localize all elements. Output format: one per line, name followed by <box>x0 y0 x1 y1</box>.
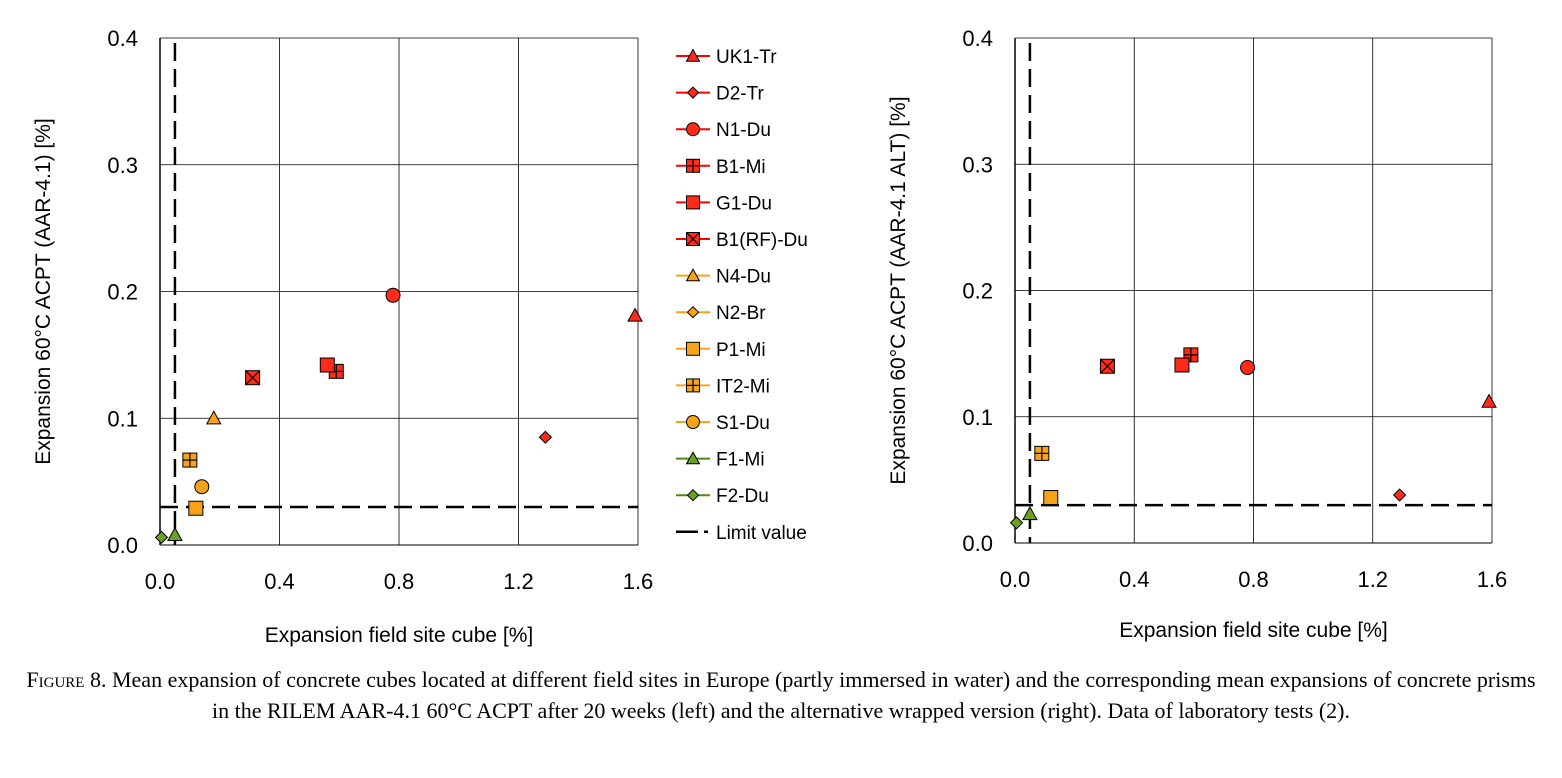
data-point-n1-du <box>1240 360 1256 376</box>
x-tick-label: 0.8 <box>1238 567 1269 592</box>
legend-item-p1-mi: P1-Mi <box>676 340 766 361</box>
y-tick-label: 0.3 <box>107 153 138 178</box>
legend-item-f2-du: F2-Du <box>676 486 769 507</box>
gridlines <box>1015 37 1493 543</box>
legend-marker <box>686 305 700 319</box>
data-point-b1-rf-du <box>245 370 261 386</box>
y-tick-label: 0.1 <box>962 405 993 430</box>
legend-label: N2-Br <box>716 303 766 324</box>
y-tick-label: 0.0 <box>962 531 993 556</box>
y-tick-label: 0.0 <box>107 533 138 558</box>
data-point-f2-du <box>154 530 169 545</box>
data-point-g1-du <box>319 357 335 373</box>
y-tick-label: 0.2 <box>107 280 138 305</box>
data-point-p1-mi <box>188 500 204 516</box>
x-tick-label: 0.4 <box>264 569 295 594</box>
legend-item-f1-mi: F1-Mi <box>676 450 765 471</box>
x-tick-label: 0.0 <box>145 569 176 594</box>
legend-item-uk1-tr: UK1-Tr <box>676 47 777 68</box>
legend-item-it2-mi: IT2-Mi <box>676 376 770 397</box>
y-tick-label: 0.1 <box>107 406 138 431</box>
y-axis-label: Expansion 60°C ACPT (AAR-4.1 ALT) [%] <box>887 96 910 484</box>
y-tick-label: 0.2 <box>962 279 993 304</box>
legend-item-n1-du: N1-Du <box>676 120 771 141</box>
legend: UK1-Tr D2-Tr N1-Du B1-Mi G1-Du B1(RF)-Du N4-Du… <box>676 47 808 544</box>
legend-label: F1-Mi <box>716 450 765 471</box>
legend-label: IT2-Mi <box>716 376 770 397</box>
legend-item-g1-du: G1-Du <box>676 193 772 214</box>
data-point-p1-mi <box>1043 490 1059 506</box>
x-tick-label: 1.6 <box>623 569 654 594</box>
legend-label: N4-Du <box>716 267 771 288</box>
legend-marker <box>686 158 700 173</box>
data-point-f1-mi <box>167 526 183 541</box>
data-point-g1-du <box>1174 357 1190 373</box>
y-axis-label: Expansion 60°C ACPT (AAR-4.1) [%] <box>32 118 55 465</box>
legend-item-d2-tr: D2-Tr <box>676 84 765 105</box>
legend-marker <box>685 268 701 282</box>
caption-text: Mean expansion of concrete cubes located… <box>111 667 1536 723</box>
x-tick-label: 0.4 <box>1119 567 1150 592</box>
legend-label: D2-Tr <box>716 84 765 105</box>
legend-label: F2-Du <box>716 486 769 507</box>
legend-label: Limit value <box>716 523 807 544</box>
legend-marker <box>686 488 700 502</box>
x-axis-label: Expansion field site cube [%] <box>1119 619 1388 642</box>
x-axis-label: Expansion field site cube [%] <box>265 624 534 647</box>
legend-marker <box>686 378 700 393</box>
x-tick-label: 1.2 <box>503 569 534 594</box>
data-point-f2-du <box>1009 516 1024 530</box>
legend-label: B1-Mi <box>716 157 766 178</box>
legend-marker <box>685 451 701 465</box>
x-tick-label: 1.6 <box>1477 567 1508 592</box>
legend-item-b1-mi: B1-Mi <box>676 157 766 178</box>
legend-label: P1-Mi <box>716 340 766 361</box>
legend-item-n4-du: N4-Du <box>676 267 771 288</box>
data-point-s1-du <box>194 479 210 495</box>
legend-label: S1-Du <box>716 413 770 434</box>
data-point-it2-mi <box>182 452 198 468</box>
figure-caption: Figure 8. Mean expansion of concrete cub… <box>20 664 1542 726</box>
y-tick-label: 0.4 <box>962 26 993 51</box>
data-point-b1-rf-du <box>1099 358 1115 374</box>
legend-marker <box>686 195 700 210</box>
legend-item-n2-br: N2-Br <box>676 303 766 324</box>
right-chart-panel: 0.0 0.4 0.8 1.2 1.6 0.0 0.1 0.2 0.3 0.4 Expansion … <box>887 26 1507 642</box>
legend-marker <box>686 122 700 137</box>
caption-label: Figure 8. <box>26 667 107 692</box>
data-point-uk1-tr <box>627 307 643 322</box>
data-point-n1-du <box>385 287 401 303</box>
y-tick-label: 0.4 <box>107 26 138 51</box>
legend-marker <box>686 341 700 356</box>
legend-label: G1-Du <box>716 193 772 214</box>
data-point-uk1-tr <box>1481 393 1497 408</box>
legend-label: N1-Du <box>716 120 771 141</box>
legend-item-s1-du: S1-Du <box>676 413 770 434</box>
data-point-d2-tr <box>538 430 553 444</box>
legend-marker <box>686 415 700 429</box>
x-tick-label: 0.0 <box>1000 567 1031 592</box>
data-point-n4-du <box>205 410 222 425</box>
data-point-f1-mi <box>1022 505 1038 521</box>
legend-marker <box>686 86 700 99</box>
legend-label: UK1-Tr <box>716 47 777 68</box>
legend-marker <box>685 48 701 62</box>
data-point-d2-tr <box>1392 488 1407 502</box>
x-tick-label: 0.8 <box>384 569 415 594</box>
legend-marker <box>686 232 700 246</box>
legend-item-limit-value: Limit value <box>676 523 807 544</box>
y-tick-label: 0.3 <box>962 152 993 177</box>
legend-item-b1-rf-du: B1(RF)-Du <box>676 230 808 251</box>
legend-label: B1(RF)-Du <box>716 230 808 251</box>
data-point-it2-mi <box>1034 445 1050 461</box>
x-tick-label: 1.2 <box>1357 567 1388 592</box>
left-chart-panel: 0.0 0.4 0.8 1.2 1.6 0.0 0.1 0.2 0.3 0.4 Expansion … <box>32 26 653 647</box>
